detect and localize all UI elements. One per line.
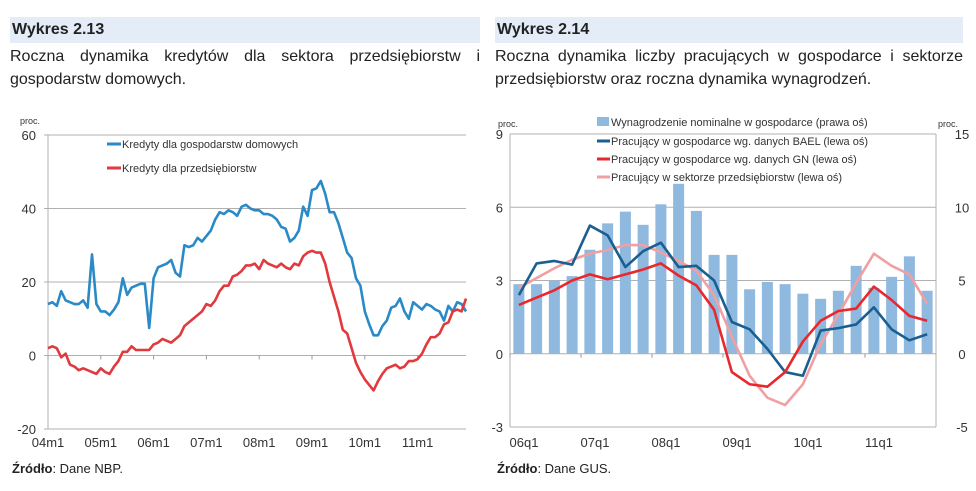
bar-wages <box>531 284 543 354</box>
x-tick-label: 06q1 <box>510 435 539 450</box>
x-tick-label: 07q1 <box>581 435 610 450</box>
legend-label: Pracujący w sektorze przedsiębiorstw (le… <box>611 172 842 184</box>
x-tick-label: 08m1 <box>243 435 276 450</box>
y-tick-label: 40 <box>22 202 36 217</box>
bar-wages <box>602 223 614 354</box>
source-note: Źródło: Dane GUS. <box>497 461 611 476</box>
y-axis-label: proc. <box>20 116 40 126</box>
bar-wages <box>761 281 773 354</box>
legend-label: Pracujący w gospodarce wg. danych GN (le… <box>611 154 857 166</box>
bar-wages <box>548 280 560 354</box>
bar-wages <box>655 204 667 354</box>
legend-label: Pracujący w gospodarce wg. danych BAEL (… <box>611 136 868 148</box>
y-tick-label: 0 <box>29 349 36 364</box>
legend-swatch <box>597 117 609 126</box>
series-line-gn <box>518 262 928 389</box>
bar-wages <box>744 289 756 354</box>
y-tick-label-right: 0 <box>958 347 965 362</box>
bar-wages <box>903 256 915 354</box>
bar-wages <box>566 276 578 354</box>
bar-wages <box>797 293 809 354</box>
bar-wages <box>673 183 685 354</box>
bar-wages <box>726 254 738 354</box>
source-label: Źródło <box>497 461 538 476</box>
x-tick-label: 09q1 <box>723 435 752 450</box>
series-line-bael <box>517 224 928 378</box>
x-tick-label: 10m1 <box>349 435 382 450</box>
bar-wages <box>513 284 525 354</box>
x-tick-label: 10q1 <box>794 435 823 450</box>
x-tick-label: 07m1 <box>190 435 223 450</box>
y-tick-label: -20 <box>17 422 36 437</box>
y-tick-label-left: 0 <box>496 347 503 362</box>
series-line-enterprises <box>47 249 468 392</box>
y-tick-label-left: -3 <box>491 420 503 435</box>
source-label: Źródło <box>12 461 53 476</box>
bar-wages <box>779 284 791 354</box>
legend-label: Kredyty dla gospodarstw domowych <box>122 139 298 151</box>
y-tick-label-right: 15 <box>955 127 969 142</box>
chart-description: Roczna dynamika liczby pracujących w gos… <box>495 48 963 88</box>
bar-wages <box>708 254 720 354</box>
bar-wages <box>921 290 933 354</box>
chart-panel-2-13: Wykres 2.13 Roczna dynamika kredytów dla… <box>10 17 480 91</box>
y-axis-label-right: proc. <box>938 119 958 129</box>
x-tick-label: 04m1 <box>32 435 65 450</box>
y-tick-label-left: 9 <box>496 127 503 142</box>
y-tick-label-right: 10 <box>955 200 969 215</box>
bar-wages <box>868 287 880 354</box>
bar-wages <box>584 249 596 354</box>
x-tick-label: 11q1 <box>865 435 893 450</box>
y-tick-label: 60 <box>22 128 36 143</box>
chart-description: Roczna dynamika kredytów dla sektora prz… <box>10 48 480 88</box>
bar-wages <box>637 224 649 354</box>
bar-wages <box>815 298 827 354</box>
chart-header: Wykres 2.14 <box>495 17 963 43</box>
source-text: : Dane NBP. <box>52 461 124 476</box>
y-tick-label: 20 <box>22 275 36 290</box>
chart-panel-2-14: Wykres 2.14 Roczna dynamika liczby pracu… <box>495 17 963 91</box>
series-line-households <box>47 179 468 337</box>
x-tick-label: 06m1 <box>137 435 170 450</box>
y-tick-label-left: 6 <box>496 200 503 215</box>
bar-wages <box>832 290 844 354</box>
series-line-enterprise-sector <box>518 243 929 407</box>
legend-label: Kredyty dla przedsiębiorstw <box>122 163 257 175</box>
bar-wages <box>619 211 631 354</box>
x-tick-label: 11m1 <box>402 435 434 450</box>
legend-label: Wynagrodzenie nominalne w gospodarce (pr… <box>611 117 868 129</box>
y-axis-label-left: proc. <box>498 119 518 129</box>
source-note: Źródło: Dane NBP. <box>12 461 123 476</box>
bar-wages <box>886 276 898 354</box>
bar-wages <box>690 210 702 354</box>
chart-header: Wykres 2.13 <box>10 17 480 43</box>
x-tick-label: 08q1 <box>652 435 681 450</box>
source-text: : Dane GUS. <box>537 461 612 476</box>
x-tick-label: 05m1 <box>85 435 118 450</box>
x-tick-label: 09m1 <box>296 435 329 450</box>
y-tick-label-left: 3 <box>496 274 503 289</box>
y-tick-label-right: 5 <box>958 274 965 289</box>
y-tick-label-right: -5 <box>956 420 968 435</box>
